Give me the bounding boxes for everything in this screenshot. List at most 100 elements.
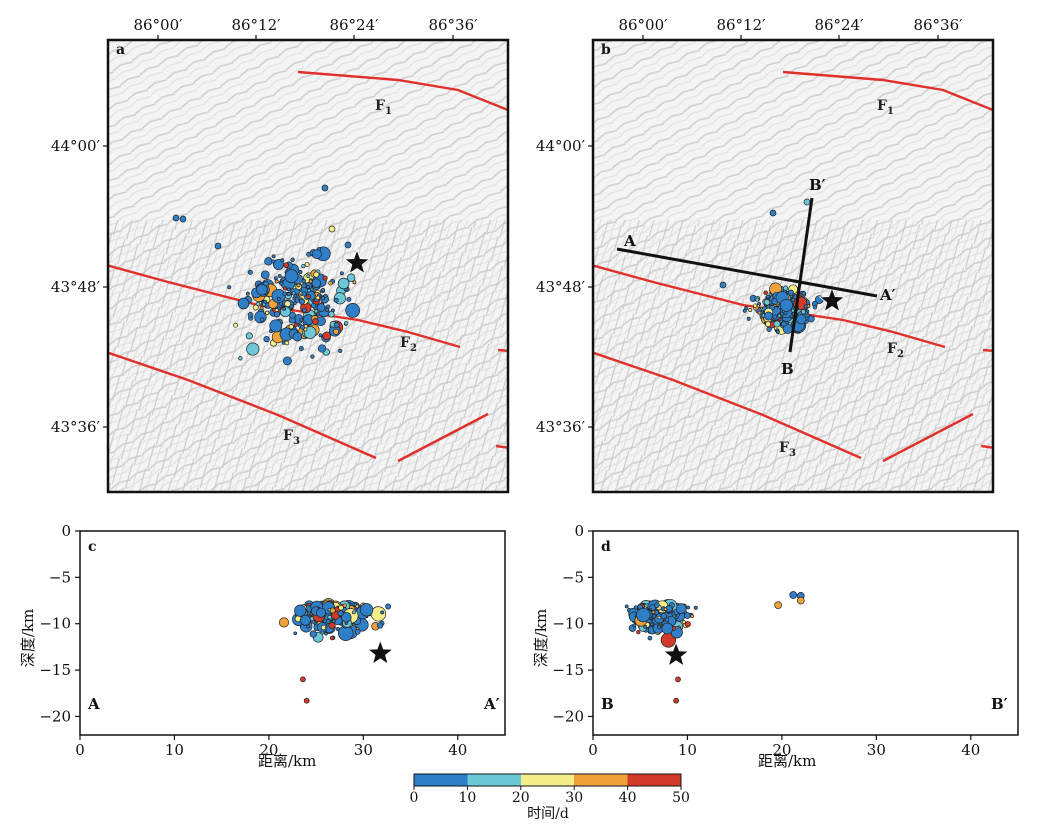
fault-line: [882, 412, 974, 463]
event-point: [292, 296, 297, 301]
section-event-point: [341, 611, 352, 623]
event-point: [803, 304, 808, 309]
section-event-point: [624, 604, 629, 609]
event-point: [282, 306, 287, 311]
section-event-point: [309, 630, 317, 638]
section-event-point: [303, 697, 310, 704]
section-event-point: [351, 610, 356, 615]
map-x-tick-label: 86°00′: [133, 16, 183, 34]
event-point: [766, 326, 772, 332]
section-events-c: [278, 598, 394, 704]
event-point: [783, 285, 789, 291]
event-point: [271, 259, 276, 264]
section-event-point: [636, 607, 651, 623]
event-point: [298, 298, 305, 305]
event-point: [260, 270, 270, 280]
section-y-tick-label: −10: [552, 615, 584, 633]
event-point: [301, 291, 307, 297]
event-point: [779, 298, 793, 312]
event-point: [308, 279, 313, 284]
section-event-point: [370, 606, 387, 622]
event-point: [214, 242, 222, 250]
event-point: [314, 309, 319, 314]
event-point: [775, 329, 780, 334]
ylabel-c: 深度/km: [19, 609, 37, 667]
event-point: [302, 307, 307, 313]
event-point: [315, 295, 321, 301]
section-event-point: [320, 624, 327, 631]
fault-label-f1: F1: [375, 98, 392, 117]
section-event-point: [774, 601, 782, 610]
fault-line: [297, 70, 508, 112]
event-point: [803, 198, 811, 206]
colorbar-tick-label: 0: [410, 790, 419, 806]
fault-line: [782, 70, 993, 112]
mainshock-star: [343, 248, 371, 275]
section-event-point: [683, 612, 691, 619]
event-point: [300, 325, 305, 330]
event-point: [233, 322, 239, 328]
event-point: [269, 319, 283, 333]
event-point: [328, 225, 336, 233]
event-point: [274, 279, 279, 284]
event-point: [298, 270, 303, 274]
event-point: [325, 307, 330, 312]
event-point: [280, 276, 286, 281]
section-c-start: A: [87, 695, 100, 713]
section-event-point: [661, 622, 674, 635]
mainshock-star: [662, 641, 690, 667]
section-event-point: [329, 607, 336, 614]
map-y-tick-label: 43°48′: [51, 278, 101, 296]
fault-line: [108, 351, 377, 460]
section-x-tick-label: 40: [961, 741, 980, 759]
section-event-point: [684, 621, 691, 628]
section-x-tick-label: 30: [867, 741, 886, 759]
event-point: [769, 209, 777, 217]
event-point: [812, 304, 818, 310]
fault-label-f3-b: F3: [779, 440, 796, 459]
map-events-a: [172, 184, 371, 366]
section-event-point: [654, 610, 660, 615]
event-point: [301, 263, 306, 269]
section-x-tick-label: 40: [448, 741, 467, 759]
section-event-point: [299, 614, 311, 626]
section-y-tick-label: −5: [562, 568, 584, 586]
event-point: [254, 310, 267, 324]
section-x-tick-label: 0: [588, 741, 598, 759]
event-point: [179, 215, 187, 223]
section-y-tick-label: −20: [39, 707, 71, 725]
event-point: [807, 315, 815, 323]
colorbar-tick-label: 40: [619, 790, 637, 806]
event-point: [271, 254, 276, 259]
map-panel-b: 86°00′ 86°12′ 86°24′ 86°36′ 44°00′ 43°48′ 43°3…: [536, 16, 995, 494]
section-event-point: [636, 629, 641, 635]
colorbar-title: 时间/d: [527, 806, 569, 822]
event-point: [301, 283, 307, 289]
event-point: [287, 287, 292, 292]
section-event-point: [647, 635, 653, 641]
event-point: [317, 344, 327, 353]
section-event-point: [789, 591, 798, 599]
event-point: [245, 291, 250, 296]
event-point: [765, 321, 772, 328]
event-point: [316, 303, 326, 312]
section-event-point: [654, 602, 660, 608]
section-c-end: A′: [483, 695, 500, 713]
event-point: [313, 271, 320, 278]
event-point: [321, 288, 326, 293]
event-point: [328, 280, 333, 286]
event-point: [262, 299, 268, 304]
event-point: [777, 313, 782, 318]
colorbar: 0 10 20 30 40 50 时间/d: [410, 773, 690, 822]
section-event-point: [306, 624, 311, 629]
colorbar-tick-label: 10: [458, 790, 476, 806]
map-x-tick-label: 86°12′: [716, 16, 766, 34]
event-point: [237, 297, 250, 310]
event-point: [796, 314, 807, 325]
fault-line: [497, 348, 508, 353]
section-y-tick-label: 0: [574, 522, 584, 540]
event-point: [280, 258, 285, 263]
section-event-point: [690, 614, 694, 618]
map-y-tick-label: 43°36′: [536, 418, 586, 436]
